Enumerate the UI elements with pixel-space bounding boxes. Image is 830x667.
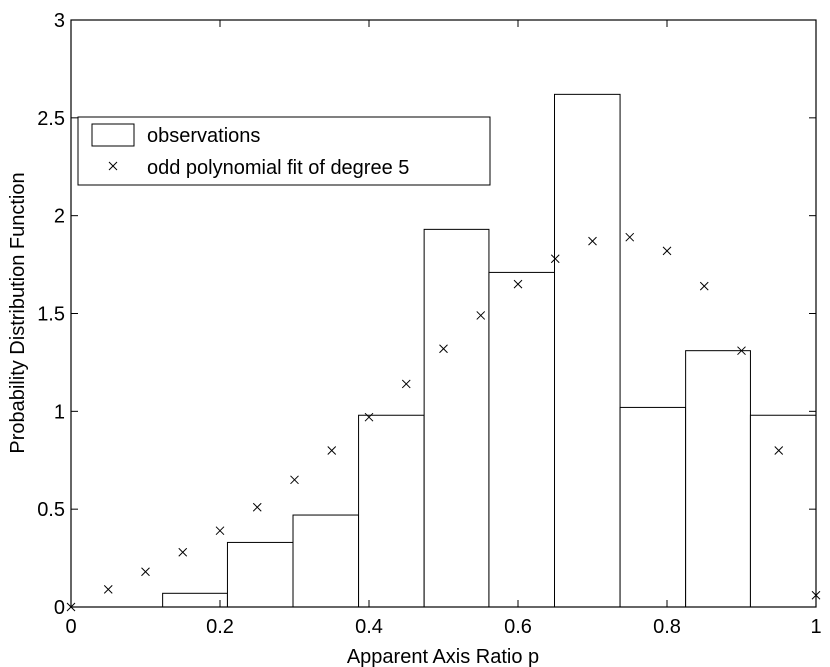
fit-point: [401, 379, 411, 389]
x-axis-label: Apparent Axis Ratio p: [347, 646, 539, 667]
histogram-bar: [554, 93, 621, 608]
fit-point: [215, 526, 225, 536]
fit-point: [513, 279, 523, 289]
legend-fit-marker: [108, 161, 118, 171]
histogram-bar: [226, 541, 294, 608]
fit-markers: [66, 232, 821, 612]
fit-point: [327, 446, 337, 455]
x-ticks: 0 0.2 0.4 0.6 0.8 1: [65, 20, 822, 638]
fit-point: [550, 254, 560, 264]
histogram-bar: [162, 592, 228, 608]
x-tick-label: 0.6: [504, 616, 532, 638]
y-tick-label: 3: [54, 10, 65, 32]
fit-point: [178, 547, 188, 557]
fit-point: [476, 311, 486, 320]
fit-point: [625, 232, 635, 242]
fit-point: [737, 346, 746, 356]
y-tick-label: 2.5: [37, 108, 65, 130]
fit-point: [103, 585, 113, 594]
fit-point: [364, 412, 374, 422]
y-ticks: 0 0.5 1 1.5 2 2.5 3: [37, 10, 816, 619]
x-tick-label: 0: [65, 616, 76, 638]
y-tick-label: 2: [54, 206, 65, 228]
y-tick-label: 1.5: [37, 304, 65, 326]
fit-point: [662, 246, 672, 256]
fit-point: [588, 236, 597, 246]
y-tick-label: 0.5: [37, 499, 65, 521]
y-tick-label: 1: [54, 401, 65, 423]
legend-fit-label: odd polynomial fit of degree 5: [147, 157, 409, 179]
fit-point: [141, 567, 150, 577]
histogram-bar: [423, 228, 490, 608]
histogram-bars: [162, 93, 817, 608]
x-tick-label: 0.8: [653, 616, 681, 638]
x-tick-label: 1: [810, 616, 821, 638]
histogram-bar: [619, 406, 687, 608]
fit-point: [699, 281, 709, 291]
histogram-bar: [749, 414, 817, 608]
fit-point: [774, 446, 784, 455]
y-axis-label: Probability Distribution Function: [7, 172, 29, 453]
legend-box: [77, 116, 491, 186]
legend-observations-label: observations: [147, 125, 260, 147]
x-tick-label: 0.2: [206, 616, 234, 638]
x-tick-label: 0.4: [355, 616, 383, 638]
legend-observations-swatch: [91, 123, 135, 147]
histogram-bar: [358, 414, 425, 608]
fit-point: [439, 344, 448, 354]
histogram-bar: [685, 350, 751, 608]
histogram-bar: [488, 271, 556, 608]
y-tick-label: 0: [54, 597, 65, 619]
fit-point: [252, 502, 262, 512]
histogram-bar: [292, 514, 360, 608]
legend: observations odd polynomial fit of degre…: [77, 116, 491, 186]
fit-point: [290, 475, 299, 485]
